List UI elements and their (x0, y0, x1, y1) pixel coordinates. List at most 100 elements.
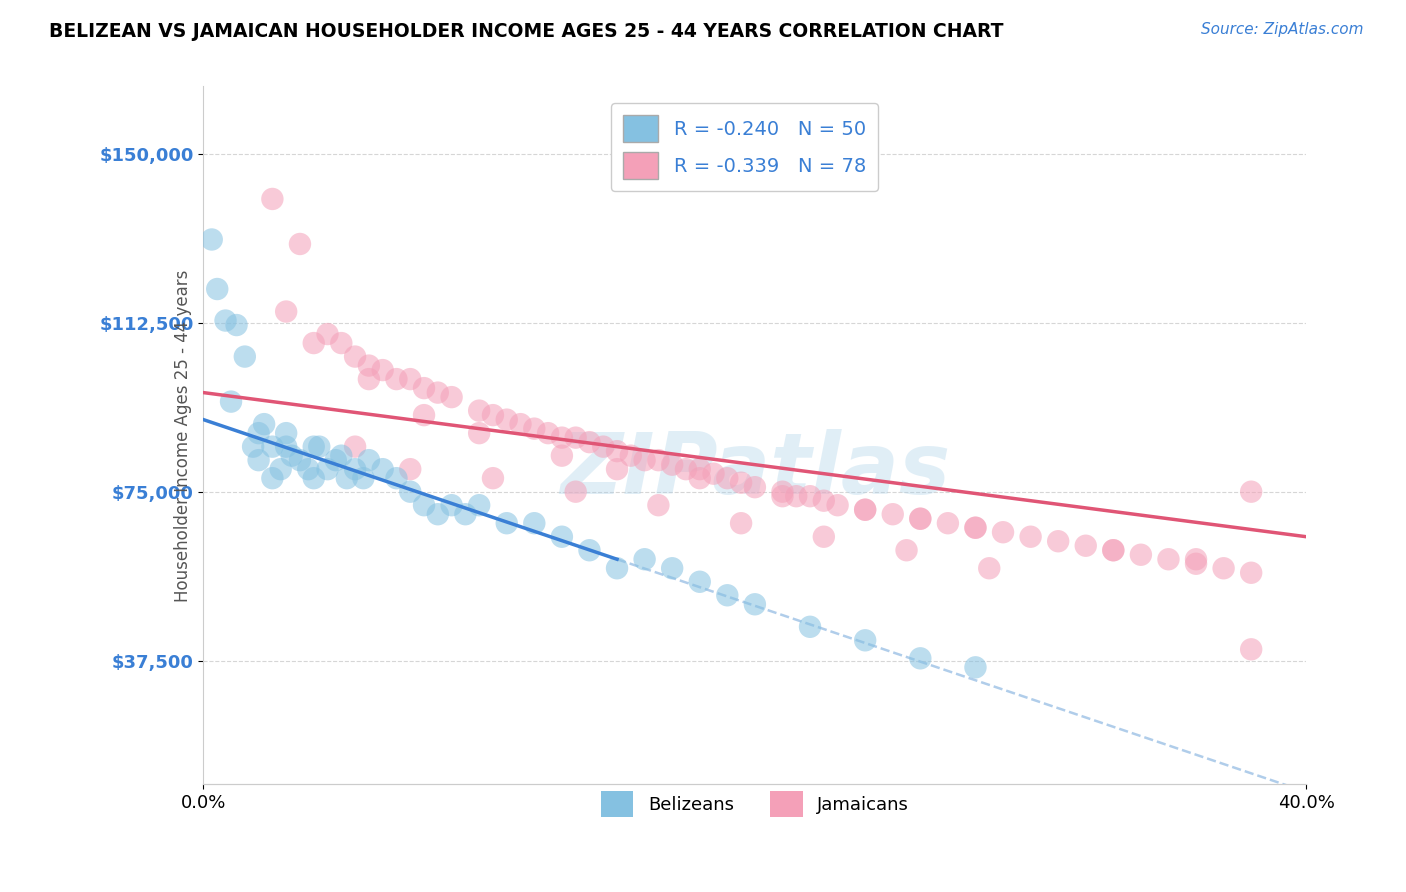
Point (772, 489, 794, 503)
Point (1102, 543, 1125, 558)
Point (578, 435, 600, 450)
Point (207, 282, 229, 296)
Point (523, 422, 546, 436)
Point (606, 462, 628, 476)
Point (399, 372, 422, 386)
Point (799, 489, 821, 503)
Point (564, 431, 586, 445)
Point (853, 502, 876, 516)
Point (247, 453, 270, 467)
Point (385, 471, 408, 485)
Point (371, 462, 394, 476)
Point (325, 453, 347, 467)
Point (262, 440, 284, 454)
Point (606, 561, 628, 575)
Point (509, 417, 531, 431)
Point (1019, 530, 1042, 544)
Point (910, 512, 932, 526)
Point (344, 350, 367, 364)
Point (661, 458, 683, 472)
Point (744, 480, 766, 494)
Point (495, 516, 517, 531)
Point (482, 471, 505, 485)
Point (262, 471, 284, 485)
Point (716, 588, 738, 602)
Point (242, 440, 264, 454)
Point (1129, 548, 1152, 562)
Point (316, 327, 339, 342)
Point (276, 426, 298, 441)
Point (1102, 543, 1125, 558)
Point (1047, 534, 1070, 549)
Point (276, 304, 298, 318)
Point (426, 385, 449, 400)
Point (979, 561, 1001, 575)
Point (357, 453, 380, 467)
Point (1240, 642, 1263, 657)
Point (1074, 539, 1097, 553)
Point (551, 431, 574, 445)
Point (399, 484, 422, 499)
Point (413, 498, 436, 512)
Point (564, 484, 586, 499)
Point (288, 453, 311, 467)
Point (965, 521, 987, 535)
Point (965, 521, 987, 535)
Point (440, 498, 463, 512)
Point (853, 633, 876, 648)
Point (827, 498, 849, 512)
Point (523, 516, 546, 531)
Point (308, 440, 330, 454)
Point (233, 350, 256, 364)
Point (661, 561, 683, 575)
Point (336, 471, 359, 485)
Point (910, 512, 932, 526)
Point (468, 498, 491, 512)
Point (965, 660, 987, 674)
Point (730, 475, 752, 490)
Y-axis label: Householder Income Ages 25 - 44 years: Householder Income Ages 25 - 44 years (174, 269, 193, 601)
Point (689, 471, 711, 485)
Point (910, 651, 932, 665)
Point (896, 543, 918, 558)
Point (399, 462, 422, 476)
Point (716, 471, 738, 485)
Point (330, 336, 353, 351)
Point (772, 484, 794, 499)
Point (689, 574, 711, 589)
Point (454, 507, 477, 521)
Point (426, 507, 449, 521)
Point (1185, 557, 1208, 571)
Point (247, 426, 270, 441)
Point (592, 440, 614, 454)
Point (689, 462, 711, 476)
Point (813, 530, 835, 544)
Point (606, 444, 628, 458)
Point (882, 507, 904, 521)
Point (302, 440, 325, 454)
Text: Source: ZipAtlas.com: Source: ZipAtlas.com (1201, 22, 1364, 37)
Point (537, 426, 560, 441)
Point (288, 237, 311, 252)
Point (276, 440, 298, 454)
Point (647, 498, 669, 512)
Point (344, 462, 367, 476)
Point (675, 462, 697, 476)
Point (302, 336, 325, 351)
Point (1157, 552, 1180, 566)
Point (330, 449, 353, 463)
Point (482, 408, 505, 422)
Point (214, 313, 236, 327)
Point (468, 426, 491, 441)
Point (225, 318, 247, 332)
Point (1240, 566, 1263, 580)
Point (270, 462, 292, 476)
Point (785, 489, 807, 503)
Point (357, 372, 380, 386)
Point (936, 516, 959, 531)
Point (297, 462, 319, 476)
Point (219, 394, 242, 409)
Point (799, 620, 821, 634)
Point (413, 381, 436, 395)
Point (440, 390, 463, 404)
